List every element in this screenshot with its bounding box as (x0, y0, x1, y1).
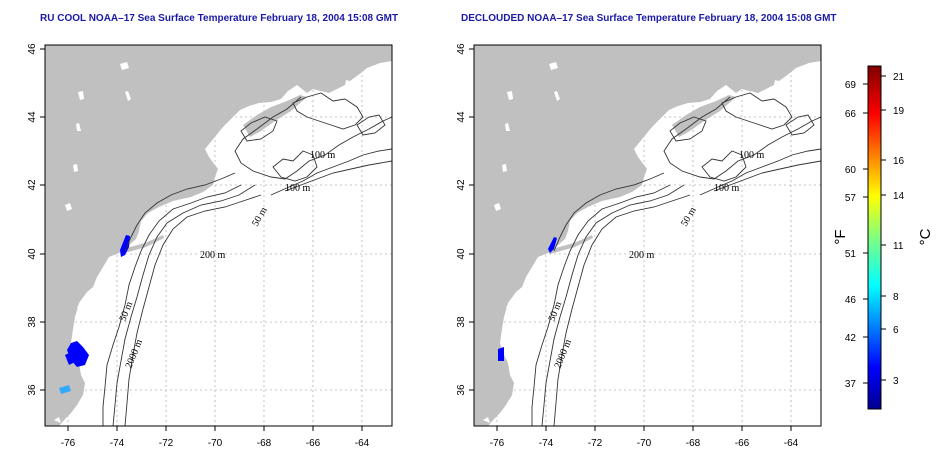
y-tick-label: 42 (27, 179, 38, 191)
contour-label-100m-b: 100 m (714, 183, 740, 194)
cape-breton (313, 75, 347, 93)
contour-label-100m-b: 100 m (285, 183, 311, 194)
x-tick-label: -68 (686, 438, 701, 449)
sst-cold-water (65, 235, 130, 367)
y-tick-label: 44 (456, 111, 467, 123)
colorbar-c-tick: 14 (893, 191, 905, 202)
x-tick-label: -70 (208, 438, 223, 449)
colorbar-f-tick: 51 (845, 249, 857, 260)
x-tick-label: -72 (159, 438, 174, 449)
long-island (548, 235, 593, 254)
right-sst-map: 100 m 100 m 50 m 200 m 50 m 2000 m -76 -… (456, 43, 822, 449)
x-tick-label: -70 (637, 438, 652, 449)
y-tick-label: 40 (456, 248, 467, 260)
map-frame (44, 44, 393, 427)
x-tick-label: -64 (784, 438, 799, 449)
x-tick-label: -74 (539, 438, 554, 449)
right-map-title: DECLOUDED NOAA–17 Sea Surface Temperatur… (461, 13, 837, 24)
contour-label-100m-a: 100 m (310, 150, 336, 161)
colorbar-f-tick: 57 (845, 193, 857, 204)
fahrenheit-unit-label: °F (832, 229, 849, 244)
sst-cold-water (498, 237, 557, 361)
map-frame (473, 44, 822, 427)
colorbar-c-tick: 21 (893, 72, 905, 83)
x-tick-label: -66 (735, 438, 750, 449)
x-tick-label: -68 (257, 438, 272, 449)
y-axis (469, 48, 474, 391)
colorbar-c-tick: 6 (893, 325, 899, 336)
celsius-unit-label: °C (917, 228, 934, 245)
y-tick-label: 36 (456, 384, 467, 396)
colorbar-f-tick: 60 (845, 165, 857, 176)
contour-label-100m-a: 100 m (739, 150, 765, 161)
land-mass (474, 45, 821, 426)
bathymetry-contours (531, 92, 822, 427)
colorbar-f-tick: 66 (845, 109, 857, 120)
y-tick-label: 38 (456, 316, 467, 328)
y-tick-label: 40 (27, 248, 38, 260)
colorbar-f-tick: 46 (845, 295, 857, 306)
y-tick-label: 36 (27, 384, 38, 396)
long-island (119, 235, 164, 254)
colorbar-c-tick: 3 (893, 376, 899, 387)
x-tick-label: -66 (306, 438, 321, 449)
y-tick-label: 44 (27, 111, 38, 123)
contour-label-200m: 200 m (200, 250, 226, 261)
x-tick-label: -76 (490, 438, 505, 449)
colorbar-c-tick: 19 (893, 106, 905, 117)
colorbar-gradient (867, 65, 882, 410)
left-sst-map: 100 m 100 m 50 m 200 m 50 m 2000 m -76 -… (27, 43, 393, 449)
colorbar-f-tick: 37 (845, 379, 857, 390)
y-tick-label: 46 (456, 43, 467, 55)
x-axis (67, 426, 363, 431)
left-map-title: RU COOL NOAA–17 Sea Surface Temperature … (40, 13, 399, 24)
colorbar-f-tick: 69 (845, 80, 857, 91)
bathymetry-contours (102, 92, 393, 427)
y-tick-label: 38 (27, 316, 38, 328)
x-tick-label: -76 (61, 438, 76, 449)
cape-breton (742, 75, 776, 93)
y-tick-label: 46 (27, 43, 38, 55)
x-axis (496, 426, 792, 431)
x-tick-label: -74 (110, 438, 125, 449)
colorbar-c-tick: 11 (893, 241, 904, 252)
contour-label-200m: 200 m (629, 250, 655, 261)
colorbar-c-tick: 8 (893, 292, 899, 303)
land-mass (45, 45, 392, 426)
sst-cool-water (59, 385, 71, 394)
x-tick-label: -72 (588, 438, 603, 449)
colorbar-c-tick: 16 (893, 156, 905, 167)
y-axis (40, 48, 45, 391)
y-tick-label: 42 (456, 179, 467, 191)
x-tick-label: -64 (355, 438, 370, 449)
colorbar-f-tick: 42 (845, 333, 857, 344)
temperature-colorbar: 69 66 60 57 51 46 42 37 21 19 16 14 11 8… (832, 65, 934, 410)
